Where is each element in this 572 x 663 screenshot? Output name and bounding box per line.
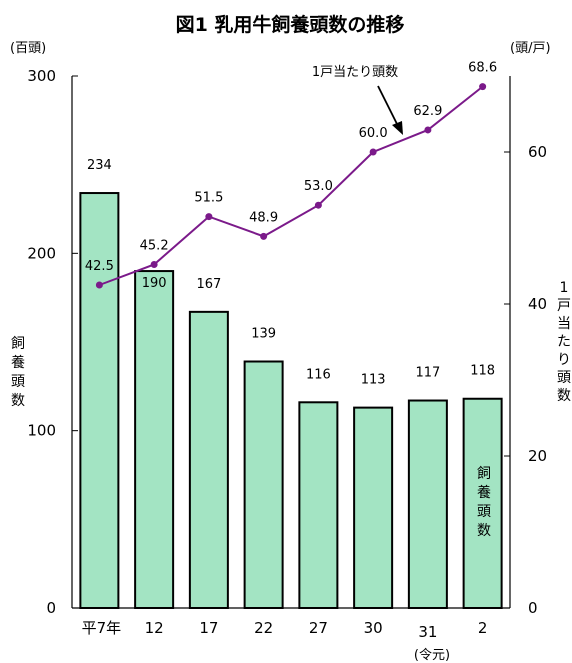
bar-value-label: 118 — [470, 364, 495, 379]
category-note: (令元) — [414, 648, 450, 663]
line-callout-label: 1戸当たり頭数 — [312, 65, 398, 80]
left-axis-unit: (百頭) — [10, 41, 46, 56]
bar-value-label: 116 — [306, 367, 331, 382]
line-point — [260, 232, 268, 240]
line-point — [424, 126, 432, 134]
right-tick-label: 0 — [528, 599, 538, 617]
left-axis-label: 飼養頭数 — [11, 336, 25, 409]
left-tick-label: 200 — [27, 244, 56, 262]
line-point — [150, 260, 158, 268]
bar — [188, 310, 229, 609]
bar-value-label: 139 — [251, 327, 276, 342]
bar-value-label: 113 — [361, 373, 386, 388]
left-tick-label: 100 — [27, 422, 56, 440]
bar-value-label: 234 — [87, 158, 112, 173]
vertical-char: 養 — [477, 484, 491, 501]
vertical-char: 頭 — [11, 374, 25, 390]
right-tick-label: 20 — [528, 447, 547, 465]
vertical-char: 数 — [11, 393, 25, 409]
x-tick-label: 30 — [364, 619, 383, 637]
vertical-char: 飼 — [477, 466, 491, 482]
right-tick-label: 40 — [528, 295, 547, 313]
line-point — [369, 148, 377, 156]
line-value-label: 53.0 — [304, 179, 333, 194]
left-tick-label: 0 — [46, 599, 56, 617]
chart-title: 図1 乳用牛飼養頭数の推移 — [176, 13, 405, 36]
x-tick-label: 31 — [418, 623, 437, 641]
line-callout-arrow — [377, 85, 400, 129]
bar — [353, 406, 394, 610]
bar — [298, 401, 339, 609]
right-axis-unit: (頭/戸) — [510, 41, 551, 56]
vertical-char: り — [557, 352, 571, 368]
bar-value-label: 167 — [196, 277, 221, 292]
line-value-label: 51.5 — [194, 191, 223, 206]
bar — [462, 397, 503, 609]
left-tick-label: 300 — [27, 67, 56, 85]
line-value-label: 60.0 — [359, 126, 388, 141]
right-tick-label: 60 — [528, 143, 547, 161]
line-point — [314, 201, 322, 209]
bar — [79, 192, 120, 609]
x-tick-label: 27 — [309, 619, 328, 637]
line-layer: 42.5 45.2 51.5 48.9 53.0 60.0 62.9 68.6 — [85, 61, 497, 289]
x-tick-label: 2 — [478, 619, 488, 637]
line-value-label: 45.2 — [140, 238, 169, 253]
x-tick-label: 17 — [199, 619, 218, 637]
line-value-label: 42.5 — [85, 259, 114, 274]
bar — [134, 270, 175, 609]
line-point — [479, 83, 487, 91]
bar — [243, 360, 284, 609]
x-tick-label: 12 — [145, 619, 164, 637]
bar-value-label: 117 — [415, 366, 440, 381]
vertical-char: 1 — [560, 280, 569, 296]
axes-layer: 0 100 200 300 0 20 40 60 平7年 12 17 22 27 30 31 2 — [27, 67, 547, 641]
vertical-char: 数 — [557, 388, 571, 404]
right-axis-label: 1 戸当たり頭数 — [557, 280, 571, 404]
x-tick-label: 平7年 — [82, 619, 122, 637]
bar-callout-label: 飼養頭数 — [477, 466, 491, 539]
bars-layer: 234 190 167 139 116 113 117 118 — [79, 158, 503, 610]
vertical-char: た — [557, 334, 571, 350]
line-point — [205, 213, 213, 221]
line-value-label: 62.9 — [413, 104, 442, 119]
vertical-char: 戸 — [557, 298, 571, 314]
line-value-label: 68.6 — [468, 61, 497, 76]
vertical-char: 当 — [557, 316, 571, 332]
line-point — [95, 281, 103, 289]
vertical-char: 養 — [11, 354, 25, 371]
vertical-char: 頭 — [477, 504, 491, 520]
x-tick-label: 22 — [254, 619, 273, 637]
vertical-char: 飼 — [11, 336, 25, 352]
vertical-char: 頭 — [557, 370, 571, 386]
bar-value-label: 190 — [142, 276, 167, 291]
line-callout-arrowhead — [392, 121, 403, 135]
line-series — [99, 85, 484, 286]
bar — [407, 399, 448, 609]
line-value-label: 48.9 — [249, 210, 278, 225]
vertical-char: 数 — [477, 523, 491, 539]
